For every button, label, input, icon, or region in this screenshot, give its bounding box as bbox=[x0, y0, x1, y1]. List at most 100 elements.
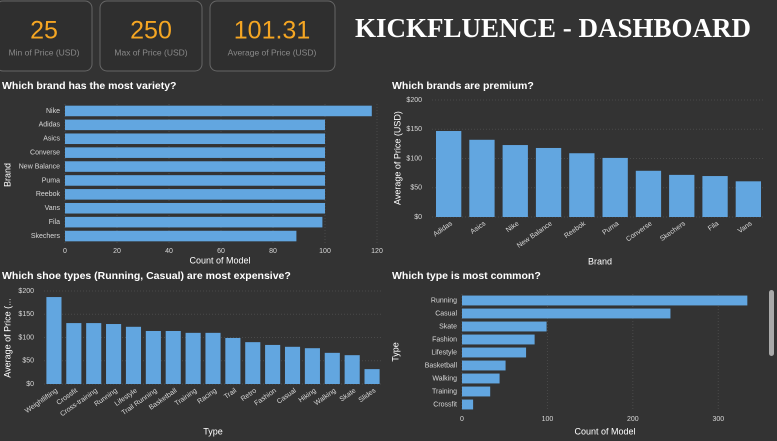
bar bbox=[225, 337, 241, 384]
bar bbox=[435, 131, 462, 217]
bar bbox=[462, 295, 748, 306]
bar bbox=[344, 355, 360, 384]
bar bbox=[65, 202, 325, 214]
bar bbox=[65, 189, 325, 200]
x-tick-label: 0 bbox=[460, 416, 464, 423]
bar bbox=[535, 147, 562, 217]
y-tick-label: $150 bbox=[18, 311, 34, 318]
bar bbox=[462, 399, 474, 410]
x-axis-title: Count of Model bbox=[574, 426, 635, 436]
bar bbox=[66, 323, 82, 384]
chart-title: Which brands are premium? bbox=[392, 80, 534, 92]
bar bbox=[165, 330, 181, 384]
y-tick-label: Puma bbox=[42, 177, 60, 184]
bar bbox=[65, 147, 325, 158]
y-tick-label: Training bbox=[432, 388, 457, 395]
bar bbox=[735, 181, 762, 217]
bar bbox=[462, 360, 506, 371]
dashboard-title: KICKFLUENCE - DASHBOARD bbox=[355, 13, 751, 43]
bar bbox=[462, 373, 500, 384]
y-tick-label: Skate bbox=[439, 323, 457, 330]
y-tick-label: Skechers bbox=[31, 233, 61, 240]
bar bbox=[125, 326, 142, 384]
bar bbox=[65, 216, 323, 228]
bar bbox=[324, 352, 340, 384]
x-tick-label: 80 bbox=[269, 248, 277, 255]
y-axis-title: Average of Price (USD) bbox=[392, 111, 402, 205]
y-tick-label: $0 bbox=[26, 381, 34, 388]
x-axis-title: Brand bbox=[588, 256, 612, 266]
chart-title: Which brand has the most variety? bbox=[2, 80, 176, 92]
bar bbox=[462, 334, 535, 345]
y-tick-label: Nike bbox=[46, 108, 60, 115]
chart-title: Which shoe types (Running, Casual) are m… bbox=[2, 270, 291, 282]
bar bbox=[364, 369, 380, 384]
x-tick-label: 60 bbox=[217, 248, 225, 255]
scrollbar[interactable] bbox=[769, 290, 774, 356]
x-tick-label: 0 bbox=[63, 248, 67, 255]
y-tick-label: Converse bbox=[30, 149, 60, 156]
x-tick-label: 40 bbox=[165, 248, 173, 255]
bar bbox=[635, 170, 662, 217]
y-tick-label: Fila bbox=[49, 219, 60, 226]
y-tick-label: $100 bbox=[18, 334, 34, 341]
bar bbox=[469, 139, 495, 217]
bar bbox=[304, 348, 320, 384]
y-tick-label: Casual bbox=[435, 310, 457, 317]
bar bbox=[265, 344, 281, 384]
x-tick-label: 300 bbox=[712, 416, 724, 423]
y-axis-title: Type bbox=[390, 342, 400, 362]
bar bbox=[106, 324, 122, 384]
y-tick-label: Crossfit bbox=[433, 401, 457, 408]
y-axis-title: Brand bbox=[2, 163, 12, 187]
y-tick-label: $200 bbox=[18, 288, 34, 295]
bar bbox=[669, 174, 695, 217]
y-tick-label: $50 bbox=[410, 185, 422, 192]
bar bbox=[462, 347, 527, 358]
bar bbox=[245, 342, 261, 384]
x-axis-title: Count of Model bbox=[189, 255, 250, 265]
bar bbox=[569, 153, 595, 217]
kpi-label: Average of Price (USD) bbox=[228, 47, 317, 57]
bar bbox=[502, 145, 528, 217]
kpi-label: Max of Price (USD) bbox=[114, 47, 187, 57]
y-tick-label: Basketball bbox=[425, 362, 458, 369]
chart-title: Which type is most common? bbox=[392, 270, 541, 282]
bar bbox=[86, 323, 102, 384]
y-tick-label: Running bbox=[431, 297, 457, 304]
kpi-card bbox=[0, 0, 93, 72]
bar bbox=[284, 346, 301, 384]
bar bbox=[185, 332, 201, 384]
y-tick-label: $50 bbox=[22, 358, 34, 365]
y-tick-label: New Balance bbox=[19, 163, 60, 170]
bar bbox=[65, 133, 325, 145]
bar bbox=[462, 321, 547, 332]
y-tick-label: Reebok bbox=[36, 191, 61, 198]
kpi-value: 101.31 bbox=[234, 17, 310, 45]
y-tick-label: Adidas bbox=[39, 122, 61, 129]
y-tick-label: Asics bbox=[43, 136, 60, 143]
bar bbox=[65, 175, 325, 186]
bar bbox=[462, 386, 491, 397]
x-tick-label: 100 bbox=[319, 248, 331, 255]
x-tick-label: 20 bbox=[113, 248, 121, 255]
y-tick-label: $150 bbox=[406, 126, 422, 133]
y-tick-label: Vans bbox=[45, 205, 61, 212]
kpi-value: 250 bbox=[130, 17, 172, 45]
kpi-card bbox=[209, 0, 336, 72]
bar bbox=[462, 308, 671, 319]
bar bbox=[65, 119, 325, 131]
y-tick-label: $100 bbox=[406, 155, 422, 162]
y-axis-title: Average of Price (... bbox=[2, 298, 12, 377]
bar bbox=[46, 297, 62, 384]
bar bbox=[65, 105, 372, 117]
x-tick-label: 200 bbox=[627, 416, 639, 423]
x-tick-label: 100 bbox=[542, 416, 554, 423]
bar bbox=[65, 161, 325, 172]
y-tick-label: $0 bbox=[414, 214, 422, 221]
kpi-label: Min of Price (USD) bbox=[9, 47, 80, 57]
y-tick-label: Lifestyle bbox=[431, 349, 457, 356]
bar bbox=[65, 230, 297, 242]
bar bbox=[145, 330, 161, 384]
